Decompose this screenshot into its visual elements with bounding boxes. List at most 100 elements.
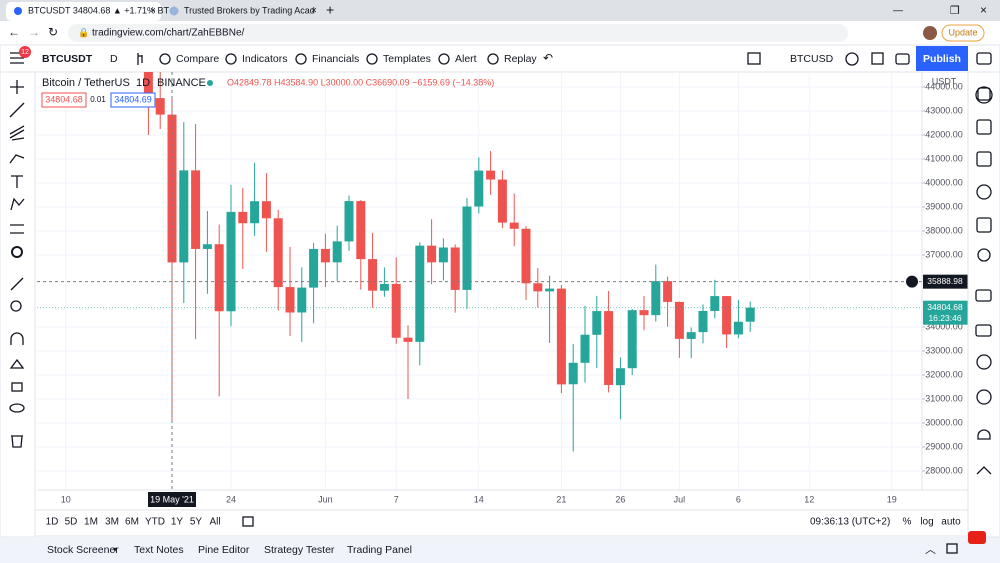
fib-tool[interactable] [9, 125, 25, 141]
lock: 🔒 [78, 27, 89, 37]
forward[interactable]: → [28, 25, 40, 39]
buy-box[interactable] [110, 92, 156, 108]
chats-private[interactable] [975, 324, 992, 337]
sell-box[interactable] [41, 92, 87, 108]
window-min[interactable]: — [893, 6, 903, 17]
shape-tool[interactable] [11, 246, 23, 258]
publish-label[interactable]: Publish [923, 53, 961, 65]
layout-icon[interactable] [747, 52, 761, 65]
maximize[interactable] [946, 543, 958, 554]
zoom-tool[interactable] [10, 300, 22, 312]
publish-button[interactable] [916, 46, 968, 71]
remove-tool[interactable] [11, 435, 23, 448]
watchlist[interactable] [977, 87, 991, 101]
bottom-tab[interactable]: Stock Screener [47, 544, 119, 556]
pattern-tool[interactable] [10, 197, 25, 211]
bottom-tab[interactable]: Pine Editor [198, 544, 250, 556]
collapse[interactable]: ︿ [925, 544, 936, 556]
lock-tool[interactable] [11, 382, 23, 392]
toolbar-button[interactable]: Templates [383, 53, 431, 65]
bid[interactable]: 34804.68 [45, 94, 83, 104]
tab-close[interactable]: × [311, 6, 317, 17]
toolbar-button[interactable]: Compare [176, 53, 219, 65]
compare-symbol[interactable]: BTCUSD [790, 53, 834, 65]
profile[interactable] [923, 26, 937, 40]
button-icon[interactable] [225, 53, 237, 65]
tab-close[interactable]: × [150, 6, 156, 17]
x-tick-label: 19 [887, 494, 897, 504]
range-button[interactable]: 5Y [190, 517, 203, 528]
news[interactable] [976, 119, 992, 135]
undo[interactable]: ↶ [543, 51, 553, 65]
snapshot[interactable] [895, 53, 910, 65]
ideas[interactable] [977, 248, 991, 262]
reload[interactable]: ↻ [48, 25, 58, 39]
projection-tool[interactable] [10, 224, 24, 234]
magnet-tool[interactable] [10, 332, 24, 345]
alerts[interactable] [975, 86, 993, 104]
ask[interactable]: 34804.69 [114, 94, 152, 104]
crosshair-tool[interactable] [10, 80, 24, 94]
camera[interactable] [976, 52, 992, 65]
bottom-tab[interactable]: Strategy Tester [264, 544, 335, 556]
calendar[interactable] [976, 217, 992, 233]
data-window[interactable] [976, 151, 992, 167]
hotlists[interactable] [976, 184, 992, 200]
active-tab[interactable] [6, 2, 161, 21]
dropdown[interactable]: ▾ [113, 545, 117, 554]
crosshair-price: 35888.98 [927, 276, 963, 286]
toolbar-button[interactable]: Financials [312, 53, 359, 65]
broadcast[interactable] [976, 389, 992, 405]
tab-title[interactable]: BTCUSDT 34804.68 ▲ +1.71% BT [28, 5, 170, 15]
settings[interactable] [845, 52, 859, 66]
back[interactable]: ← [8, 25, 20, 39]
scale-option[interactable]: % [903, 517, 912, 528]
new-tab[interactable]: + [326, 2, 334, 18]
range-button[interactable]: All [209, 517, 220, 528]
window-max[interactable]: ❐ [950, 5, 960, 17]
toolbar-button[interactable]: Alert [455, 53, 477, 65]
button-icon[interactable] [487, 53, 499, 65]
streams[interactable] [976, 354, 992, 370]
bottom-tab[interactable]: Text Notes [134, 544, 184, 556]
text-tool[interactable] [11, 175, 23, 188]
update-button[interactable] [941, 24, 985, 42]
button-icon[interactable] [295, 53, 307, 65]
ruler-tool[interactable] [10, 277, 24, 291]
crosshair-price-box [923, 274, 968, 289]
range-button[interactable]: 1Y [171, 517, 184, 528]
range-button[interactable]: 5D [65, 517, 78, 528]
range-button[interactable]: 1M [84, 517, 98, 528]
tab-title[interactable]: Trusted Brokers by Trading Acad [184, 5, 315, 15]
chats[interactable] [975, 289, 992, 302]
update-label[interactable]: Update [948, 27, 977, 37]
range-button[interactable]: 3M [105, 517, 119, 528]
chart-style[interactable] [137, 53, 143, 65]
toolbar-button[interactable]: Indicators [242, 53, 288, 65]
visibility-tool[interactable] [9, 403, 25, 413]
range-button[interactable]: YTD [145, 517, 165, 528]
range-button[interactable]: 6M [125, 517, 139, 528]
symbol[interactable]: BTCUSDT [42, 53, 93, 65]
scale-option[interactable]: auto [941, 517, 961, 528]
badge-count: 12 [21, 49, 29, 56]
button-icon[interactable] [159, 53, 171, 65]
order-panel[interactable] [976, 466, 992, 475]
scale-option[interactable]: log [920, 517, 933, 528]
fullscreen[interactable] [871, 52, 884, 65]
bottom-tab[interactable]: Trading Panel [347, 544, 412, 556]
button-icon[interactable] [366, 53, 378, 65]
interval[interactable]: D [110, 53, 118, 65]
stay-drawing-tool[interactable] [9, 358, 25, 369]
address-bar[interactable] [68, 24, 848, 42]
window-close[interactable]: × [980, 3, 987, 17]
range-button[interactable]: 1D [46, 517, 59, 528]
toolbar-button[interactable]: Replay [504, 53, 537, 65]
goto-date[interactable] [242, 516, 254, 527]
url[interactable]: tradingview.com/chart/ZahEBBNe/ [92, 28, 245, 39]
brush-tool[interactable] [9, 154, 25, 164]
trend-line-tool[interactable] [9, 102, 25, 118]
notifications[interactable] [977, 429, 991, 440]
plus-button[interactable] [906, 275, 918, 288]
button-icon[interactable] [438, 53, 450, 65]
